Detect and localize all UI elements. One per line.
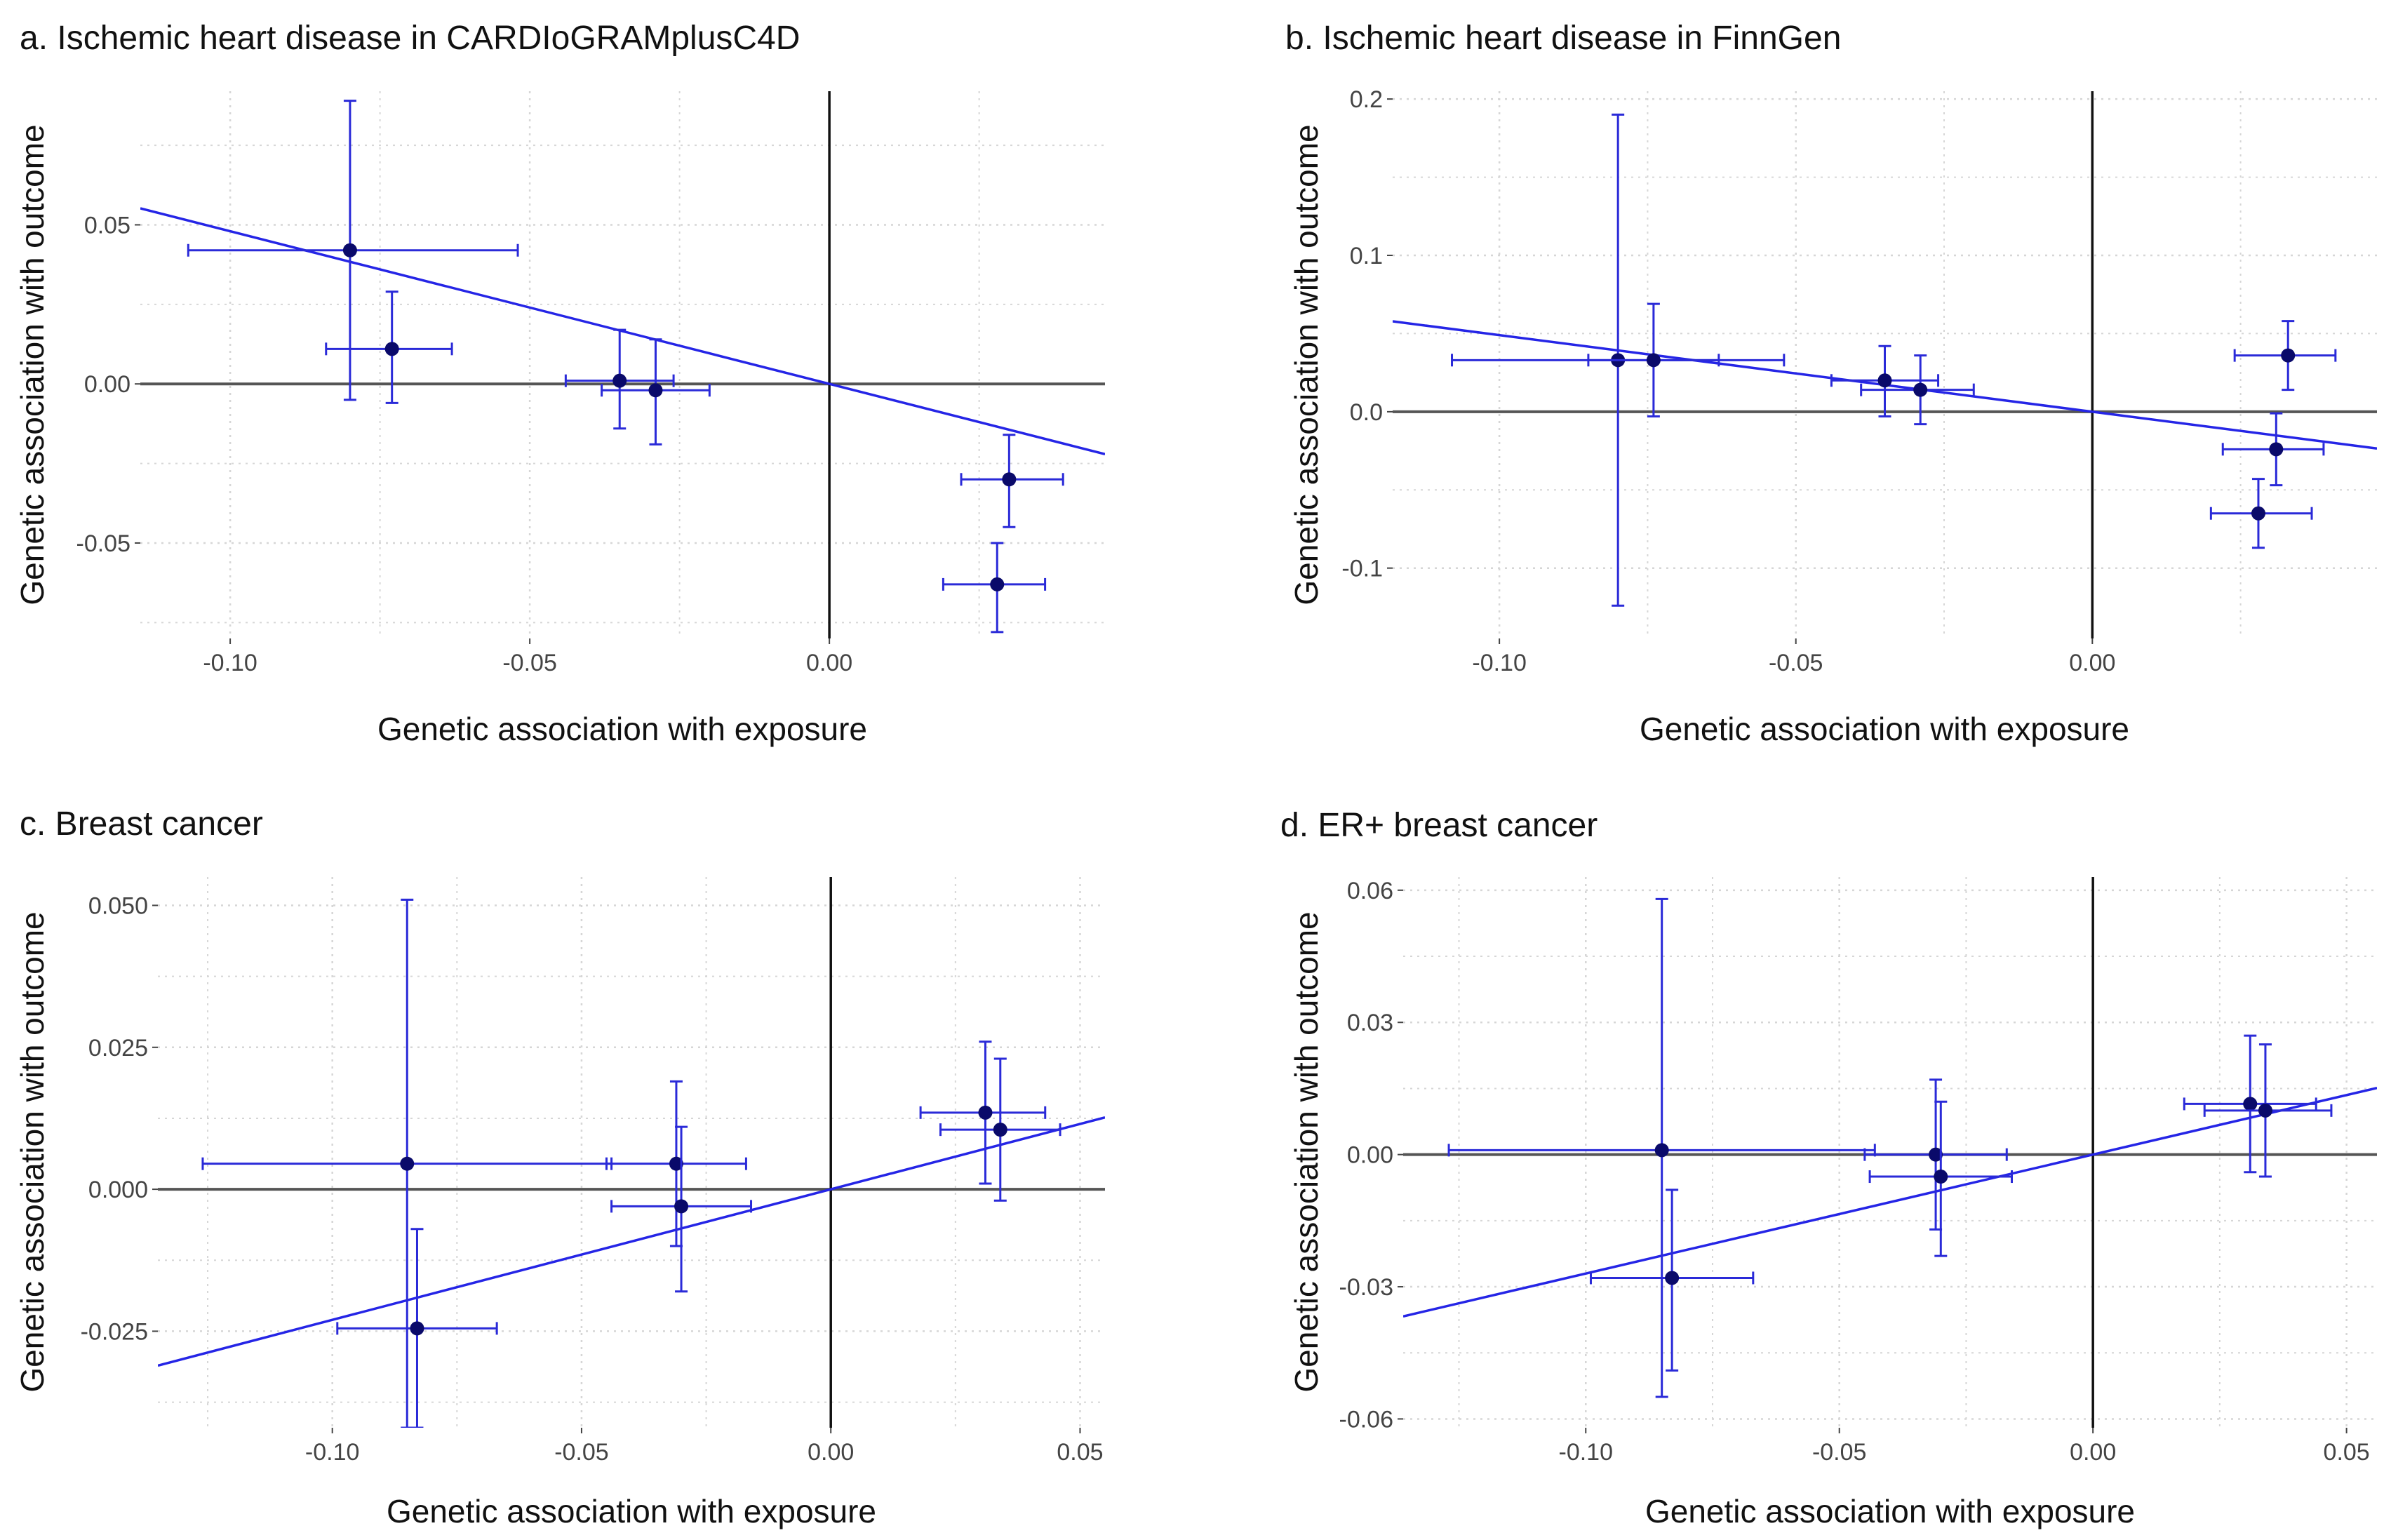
data-point [1002,472,1017,487]
y-tick-label: 0.06 [1347,878,1393,904]
x-tick-label: 0.05 [2324,1439,2370,1466]
x-tick-label: -0.05 [554,1439,609,1466]
data-point-group [2209,478,2313,549]
x-tick-label: -0.10 [1472,650,1527,676]
fit-line [1403,1086,2377,1318]
data-point-group [601,338,711,446]
data-point-group [605,1080,747,1247]
x-tick-label: 0.00 [2070,1439,2116,1466]
data-point [2258,1103,2272,1118]
data-point [410,1321,424,1336]
panel-title: c. Breast cancer [20,805,263,843]
data-point-group [2233,320,2337,391]
panel-a: -0.05 0.00 0.05 -0.10 -0.05 0.00 a. Ischemic h… [14,20,1105,747]
y-tick-label: 0.00 [84,371,130,398]
y-tick-label: -0.06 [1339,1406,1394,1433]
data-point-group [1868,1100,2013,1257]
data-point-group [1863,1078,2008,1231]
data-point [990,577,1005,591]
data-point-group [919,1040,1047,1185]
data-point [978,1105,993,1120]
data-point-group [942,542,1047,634]
x-tick-label: -0.10 [203,650,257,676]
y-axis-title: Genetic association with outcome [14,124,51,605]
x-tick-label: -0.05 [1769,650,1823,676]
x-tick-label: -0.05 [502,650,557,676]
data-point [1913,382,1928,397]
data-point-group [201,898,613,1428]
y-tick-label: 0.00 [1347,1142,1393,1169]
panel-c: -0.025 0.000 0.025 0.050 -0.10 -0.05 0.00 0.05 c… [14,805,1105,1529]
data-point [1877,373,1892,388]
data-point [1654,1143,1669,1158]
y-axis-title: Genetic association with outcome [1288,911,1325,1392]
x-tick-label: 0.00 [806,650,852,676]
data-point-group [336,1228,498,1428]
data-point [2281,348,2296,363]
data-point [648,383,663,398]
x-tick-label: -0.05 [1812,1439,1867,1466]
data-point [384,342,399,356]
y-tick-label: 0.05 [84,212,130,239]
panel-b: -0.1 0.0 0.1 0.2 -0.10 -0.05 0.00 b. Ischemic h… [1285,20,2377,747]
data-point-group [564,328,675,430]
data-point-group [2221,412,2325,487]
y-tick-label: 0.0 [1350,399,1383,426]
data-point [612,373,627,388]
data-point-group [1447,897,1876,1398]
panel-title: d. ER+ breast cancer [1280,807,1598,844]
data-point-group [610,1125,753,1293]
data-point-group [960,434,1064,528]
panel-d: -0.06 -0.03 0.00 0.03 0.06 -0.10 -0.05 0.00 0.05… [1280,807,2377,1529]
fit-line [158,1116,1105,1367]
data-point-group [1860,354,1975,426]
y-axis-title: Genetic association with outcome [14,911,51,1392]
x-tick-label: 0.05 [1057,1439,1103,1466]
y-tick-label: 0.025 [88,1035,148,1062]
data-point [2269,442,2284,457]
data-point [1665,1271,1680,1285]
y-tick-label: 0.1 [1350,243,1383,269]
x-tick-label: -0.10 [305,1439,360,1466]
y-tick-label: 0.03 [1347,1010,1393,1036]
x-axis-title: Genetic association with exposure [377,711,867,747]
data-point-group [1830,344,1940,418]
data-point [2251,506,2265,521]
x-tick-label: 0.00 [2069,650,2115,676]
y-tick-label: 0.2 [1350,86,1383,113]
data-point [1929,1147,1943,1162]
data-point [1646,353,1661,368]
panel-title: a. Ischemic heart disease in CARDIoGRAMp… [20,20,800,57]
y-tick-label: -0.03 [1339,1274,1394,1301]
data-point [1934,1170,1948,1184]
y-axis-title: Genetic association with outcome [1288,124,1325,605]
y-tick-label: -0.05 [76,530,131,557]
y-tick-label: 0.000 [88,1177,148,1203]
data-point-group [187,100,519,401]
fit-line [140,207,1105,456]
data-point-group [2183,1034,2317,1174]
x-tick-label: -0.10 [1559,1439,1614,1466]
data-point-group [1589,1189,1755,1372]
data-point-group [325,290,453,404]
data-point-group [939,1057,1061,1202]
data-point [674,1199,689,1214]
y-tick-label: -0.025 [81,1318,148,1345]
data-point [993,1123,1007,1137]
x-tick-label: 0.00 [808,1439,854,1466]
x-axis-title: Genetic association with exposure [1640,711,2129,747]
panel-title: b. Ischemic heart disease in FinnGen [1285,20,1841,57]
data-point-group [1587,302,1720,418]
data-point [342,243,357,257]
data-point [2243,1097,2258,1111]
y-tick-label: -0.1 [1341,556,1383,582]
y-tick-label: 0.050 [88,892,148,919]
data-point [400,1156,415,1171]
data-point-group [2203,1043,2333,1178]
x-axis-title: Genetic association with exposure [1645,1493,2135,1529]
x-axis-title: Genetic association with exposure [387,1493,876,1529]
data-point [669,1156,683,1171]
